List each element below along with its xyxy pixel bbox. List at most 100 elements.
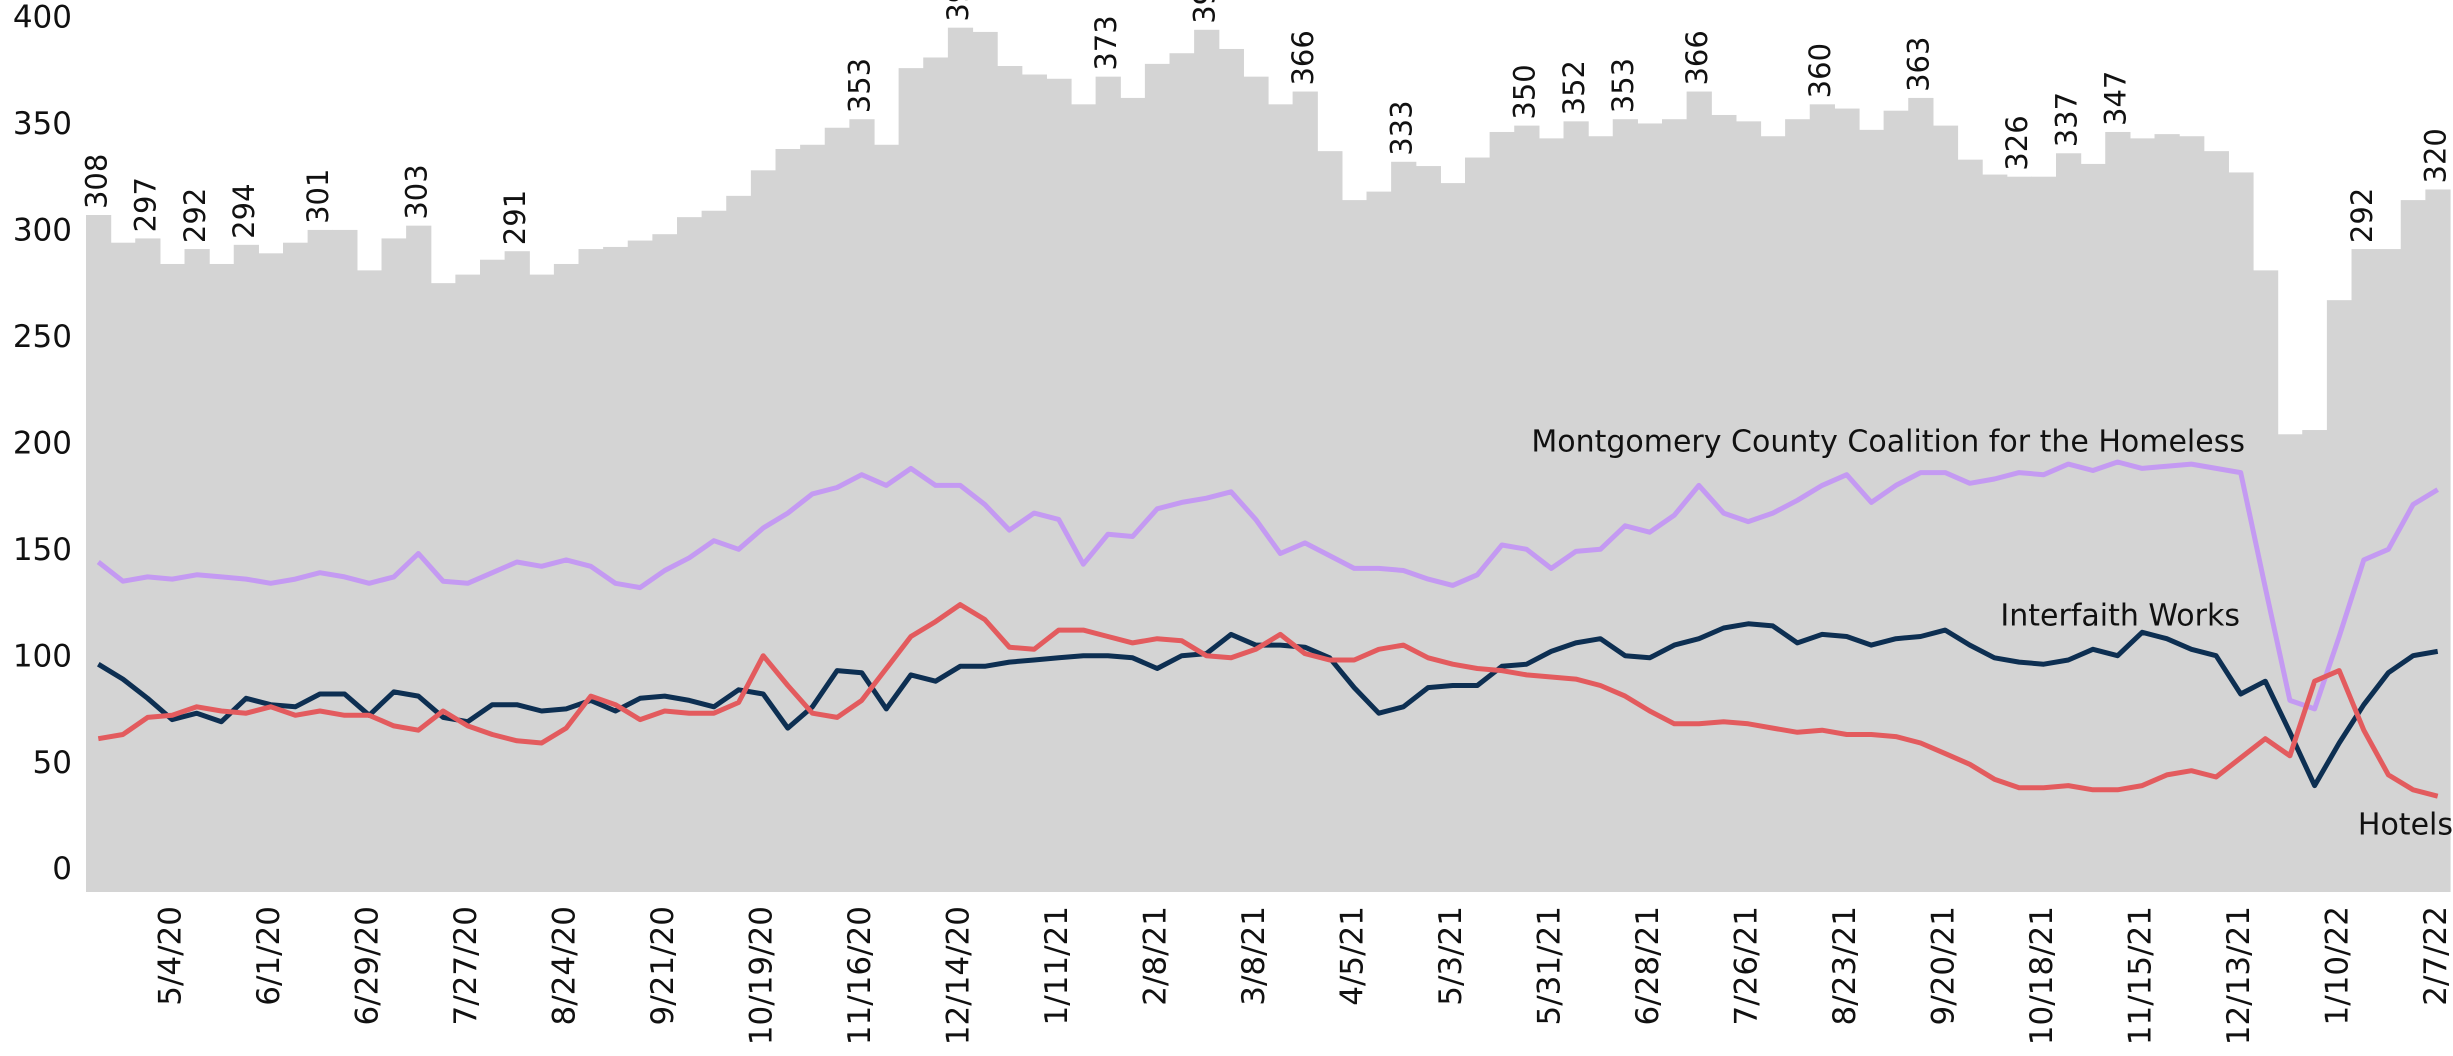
bar <box>307 229 333 893</box>
bar <box>1489 131 1515 892</box>
x-tick-label: 8/23/21 <box>1827 906 1863 1026</box>
bar-value-label: 366 <box>1680 30 1714 85</box>
x-tick-label: 5/31/21 <box>1532 906 1568 1026</box>
bar <box>1366 191 1392 892</box>
x-tick-label: 9/21/20 <box>645 906 681 1026</box>
bar <box>1809 104 1835 892</box>
series-label: Hotels <box>2358 808 2453 843</box>
line-series <box>97 621 2439 789</box>
series-label: Montgomery County Coalition for the Home… <box>1531 425 2245 460</box>
bar <box>701 210 727 892</box>
bar <box>86 215 112 892</box>
x-tick-label: 6/29/20 <box>350 906 386 1026</box>
bar <box>1957 159 1983 892</box>
bar-value-label: 301 <box>301 169 335 224</box>
bar <box>1588 136 1614 892</box>
bar-value-label: 308 <box>79 154 113 209</box>
bar <box>184 249 210 893</box>
bar <box>1415 166 1441 893</box>
bar <box>750 170 777 893</box>
bar-value-label: 294 <box>227 183 261 238</box>
bar <box>603 246 629 892</box>
bar <box>504 251 530 892</box>
bar <box>2056 153 2082 892</box>
line-series <box>97 602 2439 799</box>
bar <box>1563 121 1589 892</box>
bar <box>2031 176 2057 892</box>
bar-value-label: 363 <box>1902 37 1936 92</box>
bar-value-label: 395 <box>1187 0 1221 24</box>
bar <box>1932 125 1959 892</box>
x-tick-label: 11/16/20 <box>842 906 878 1045</box>
x-tick-label: 4/5/21 <box>1335 906 1371 1006</box>
bar <box>1908 97 1934 892</box>
y-tick-label: 200 <box>13 425 72 461</box>
y-tick-label: 0 <box>52 851 72 887</box>
x-tick-label: 6/28/21 <box>1630 906 1666 1026</box>
bar <box>1317 151 1343 892</box>
bar-value-label: 320 <box>2419 128 2453 183</box>
y-tick-label: 150 <box>13 532 72 568</box>
bar <box>1538 138 1565 893</box>
bar <box>553 263 580 892</box>
bar <box>233 244 259 893</box>
x-tick-label: 12/14/20 <box>941 906 977 1045</box>
bar <box>1292 91 1318 893</box>
bar <box>1391 161 1417 893</box>
bar <box>947 27 974 893</box>
bar <box>110 242 136 892</box>
bar <box>2326 300 2353 892</box>
bar <box>2425 189 2451 893</box>
bar <box>874 144 900 892</box>
bar <box>1883 110 1909 893</box>
bar <box>2080 163 2106 892</box>
x-tick-label: 12/13/21 <box>2221 906 2257 1045</box>
bar <box>529 274 555 892</box>
bar-value-label: 396 <box>941 0 975 22</box>
x-tick-label: 2/7/22 <box>2418 906 2453 1006</box>
x-tick-label: 7/26/21 <box>1729 906 1765 1026</box>
bar <box>1218 48 1244 893</box>
x-tick-label: 9/20/21 <box>1926 906 1962 1026</box>
bar-value-label: 337 <box>2049 92 2083 147</box>
y-tick-label: 300 <box>13 213 72 249</box>
bar <box>2006 176 2032 892</box>
bar-value-label: 292 <box>2345 188 2379 243</box>
x-tick-label: 5/4/20 <box>153 906 189 1006</box>
bar <box>2154 134 2180 893</box>
bar <box>1637 123 1663 893</box>
x-tick-label: 2/8/21 <box>1138 906 1174 1006</box>
bar <box>283 242 309 892</box>
bar-value-label: 360 <box>1803 43 1837 98</box>
bar <box>1071 104 1097 892</box>
bar <box>898 68 924 893</box>
bar <box>1046 78 1072 892</box>
x-tick-label: 3/8/21 <box>1236 906 1272 1006</box>
bar-value-label: 350 <box>1508 64 1542 119</box>
bar <box>430 283 456 892</box>
bar <box>1169 53 1195 892</box>
bar-value-label: 333 <box>1384 100 1418 155</box>
bar-value-label: 352 <box>1557 60 1591 115</box>
bar <box>1021 74 1047 892</box>
x-tick-label: 10/19/20 <box>744 906 780 1045</box>
bar <box>2129 138 2156 893</box>
bar <box>1144 63 1171 893</box>
bar <box>135 238 161 892</box>
bar <box>1243 76 1269 892</box>
bar-value-label: 353 <box>843 58 877 113</box>
bar <box>1465 157 1491 892</box>
bar-value-label: 373 <box>1089 15 1123 70</box>
bar-value-label: 366 <box>1286 30 1320 85</box>
x-tick-label: 8/24/20 <box>547 906 583 1026</box>
bar-value-label: 291 <box>498 190 532 245</box>
y-tick-label: 250 <box>13 319 72 355</box>
x-tick-label: 1/11/21 <box>1039 906 1075 1026</box>
x-tick-label: 1/10/22 <box>2320 906 2356 1026</box>
bar <box>1514 125 1540 892</box>
x-tick-label: 6/1/20 <box>251 906 287 1006</box>
bar <box>627 240 653 893</box>
bar <box>997 65 1023 892</box>
